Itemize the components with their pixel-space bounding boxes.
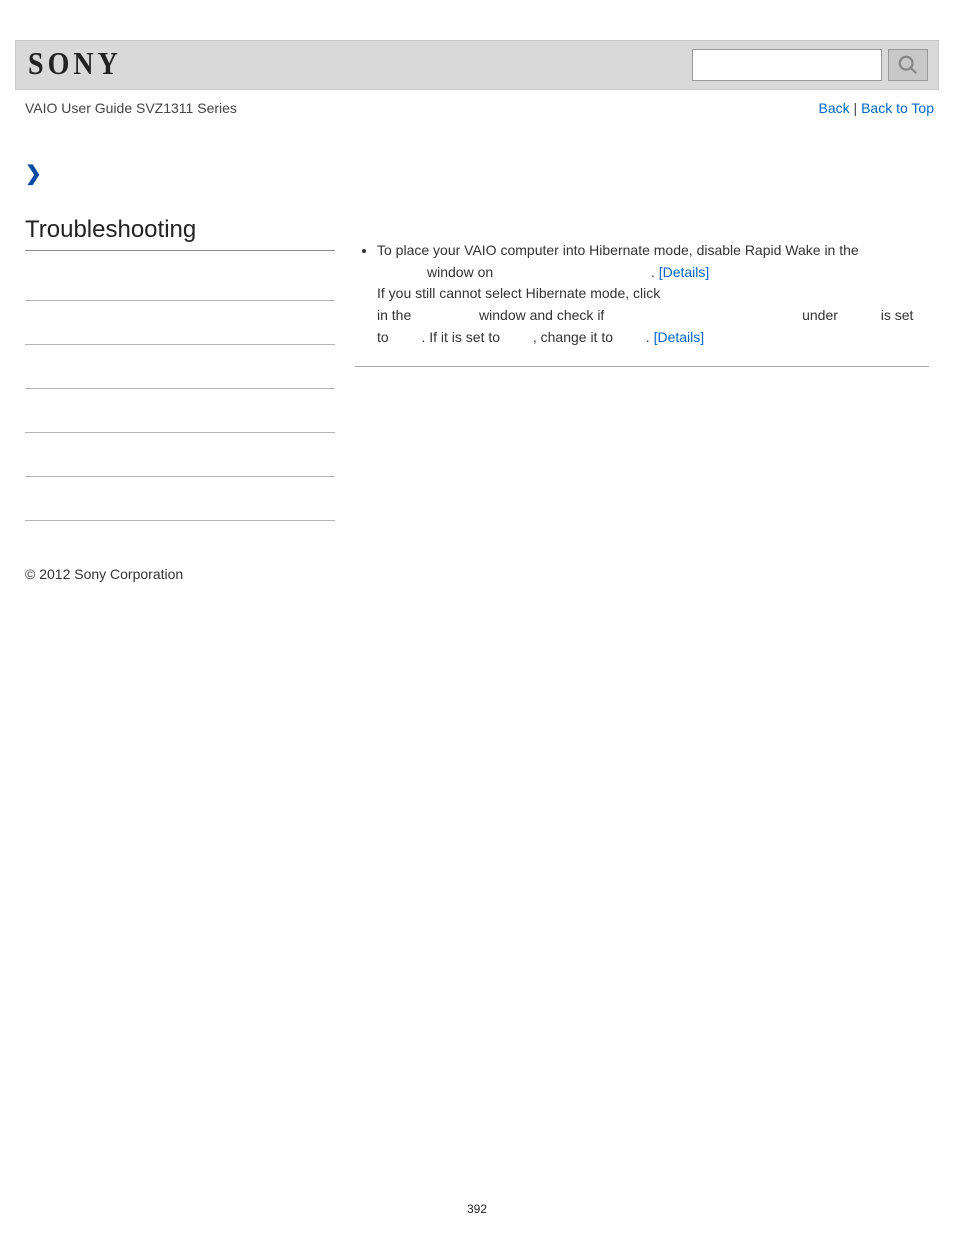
guide-title: VAIO User Guide SVZ1311 Series	[25, 100, 237, 116]
instruction-list: To place your VAIO computer into Hiberna…	[355, 240, 929, 348]
sub-header: VAIO User Guide SVZ1311 Series Back | Ba…	[25, 100, 934, 116]
nav-links: Back | Back to Top	[819, 100, 934, 116]
sidebar-separator	[25, 389, 335, 433]
search-icon	[897, 54, 919, 76]
content-separator	[355, 366, 929, 367]
instruction-text: is set	[881, 307, 914, 323]
page-title: Troubleshooting	[25, 216, 335, 251]
search-input[interactable]	[692, 49, 882, 81]
instruction-text: If you still cannot select Hibernate mod…	[377, 285, 660, 301]
sidebar: Troubleshooting	[25, 216, 335, 521]
instruction-text: to	[377, 329, 389, 345]
search-area	[692, 49, 928, 81]
sidebar-separator	[25, 477, 335, 521]
main-content: To place your VAIO computer into Hiberna…	[355, 216, 929, 367]
content: ❯ Troubleshooting To place your VAIO com…	[25, 161, 929, 521]
details-link[interactable]: [Details]	[654, 329, 705, 345]
chevron-right-icon: ❯	[25, 161, 42, 186]
sony-logo: SONY	[28, 47, 122, 84]
list-item: To place your VAIO computer into Hiberna…	[377, 240, 929, 348]
instruction-text: under	[802, 307, 838, 323]
instruction-text: in the	[377, 307, 411, 323]
search-button[interactable]	[888, 49, 928, 81]
sidebar-separator	[25, 257, 335, 301]
sidebar-separator	[25, 301, 335, 345]
nav-separator: |	[850, 100, 861, 116]
instruction-text: . If it is set to	[421, 329, 500, 345]
page-number: 392	[0, 1202, 954, 1236]
back-link[interactable]: Back	[819, 100, 850, 116]
instruction-text: .	[646, 329, 654, 345]
details-link[interactable]: [Details]	[659, 264, 710, 280]
sidebar-separator	[25, 433, 335, 477]
instruction-text: window on	[427, 264, 493, 280]
instruction-text: window and check if	[479, 307, 604, 323]
instruction-text: , change it to	[533, 329, 613, 345]
header-bar: SONY	[15, 40, 939, 90]
footer-copyright: © 2012 Sony Corporation	[25, 566, 954, 582]
back-to-top-link[interactable]: Back to Top	[861, 100, 934, 116]
sidebar-separator	[25, 345, 335, 389]
instruction-text: .	[651, 264, 659, 280]
instruction-text: To place your VAIO computer into Hiberna…	[377, 242, 859, 258]
